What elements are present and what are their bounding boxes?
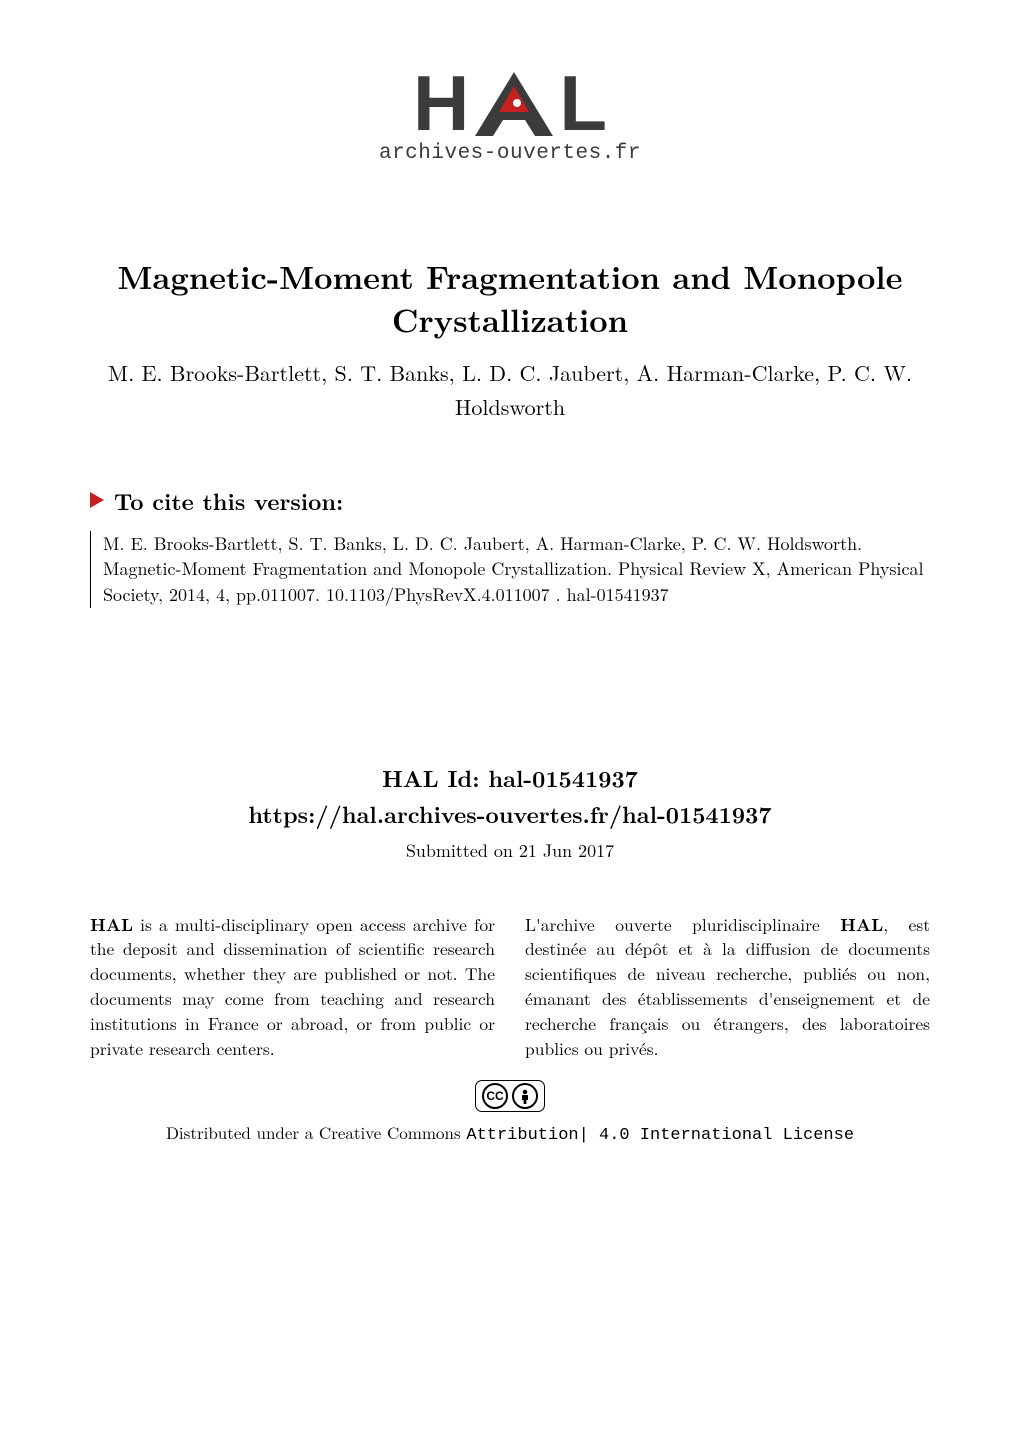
hal-logo-letter-h: H	[413, 70, 469, 136]
license-line: Distributed under a Creative Commons Att…	[166, 1120, 854, 1145]
cite-block: To cite this version: M. E. Brooks-Bartl…	[90, 484, 930, 608]
desc-left-bold: HAL	[90, 912, 133, 937]
hal-logo-subtitle: archives-ouvertes.fr	[379, 142, 641, 165]
desc-right-pre: L'archive ouverte pluridisciplinaire	[525, 912, 840, 937]
cite-hal-id: hal-01541937	[567, 582, 669, 607]
description-columns: HAL is a multi-disciplinary open access …	[90, 913, 930, 1062]
hal-logo: H L	[413, 70, 607, 136]
license-prefix: Distributed under a Creative Commons	[166, 1120, 466, 1144]
cite-heading-row: To cite this version:	[90, 484, 930, 517]
paper-title: Magnetic-Moment Fragmentation and Monopo…	[90, 255, 930, 341]
hal-logo-letter-a-icon	[475, 72, 553, 136]
submitted-date: Submitted on 21 Jun 2017	[90, 838, 930, 863]
paper-authors: M. E. Brooks-Bartlett, S. T. Banks, L. D…	[90, 356, 930, 424]
desc-left-text: is a multi-disciplinary open access arch…	[90, 912, 495, 1061]
description-right: L'archive ouverte pluridisciplinaire HAL…	[525, 913, 930, 1062]
cc-by-icon	[512, 1083, 538, 1109]
hal-id-block: HAL Id: hal-01541937 https://hal.archive…	[90, 758, 930, 863]
cite-heading: To cite this version:	[114, 484, 343, 517]
hal-id-label: HAL Id:	[382, 761, 488, 794]
cc-badge-icon: CC	[475, 1080, 545, 1112]
cite-sep: .	[550, 582, 567, 607]
cc-cc-icon: CC	[482, 1083, 508, 1109]
description-left: HAL is a multi-disciplinary open access …	[90, 913, 495, 1062]
hal-id-value: hal-01541937	[488, 761, 638, 794]
hal-logo-letter-l: L	[559, 70, 607, 136]
cite-doi: 10.1103/PhysRevX.4.011007	[326, 582, 550, 607]
cite-body: M. E. Brooks-Bartlett, S. T. Banks, L. D…	[90, 531, 930, 608]
license-block: CC Distributed under a Creative Commons …	[90, 1080, 930, 1145]
hal-cover-page: H L archives-ouvertes.fr Magnetic-Moment…	[0, 0, 1020, 1442]
hal-id-url[interactable]: https://hal.archives-ouvertes.fr/hal-015…	[90, 797, 930, 830]
hal-id-line: HAL Id: hal-01541937	[90, 758, 930, 797]
title-block: Magnetic-Moment Fragmentation and Monopo…	[90, 255, 930, 424]
cite-triangle-icon	[90, 492, 104, 508]
desc-right-bold: HAL	[840, 912, 883, 937]
hal-logo-block: H L archives-ouvertes.fr	[90, 70, 930, 165]
license-link[interactable]: Attribution| 4.0 International License	[466, 1126, 854, 1145]
